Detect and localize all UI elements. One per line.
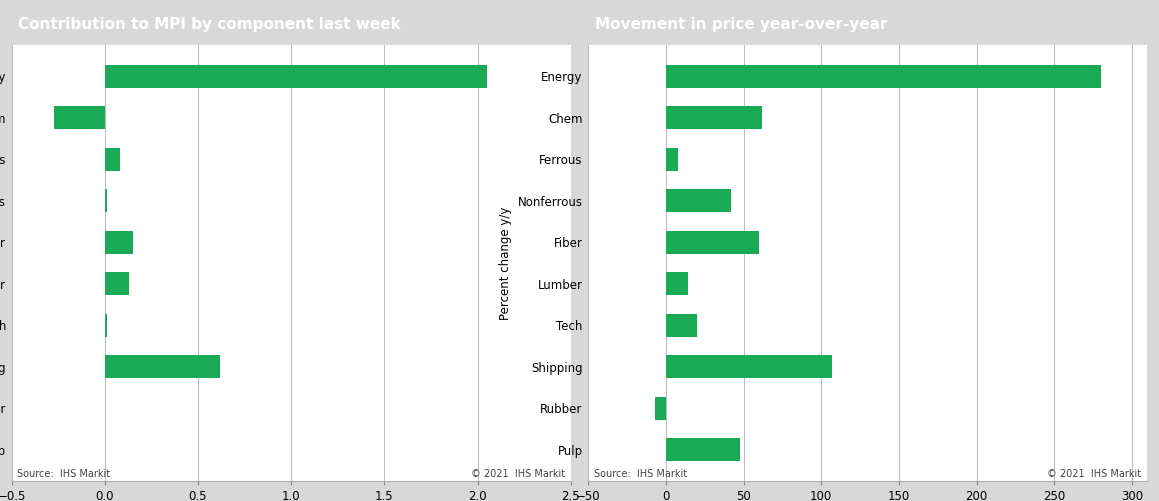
Text: © 2021  IHS Markit: © 2021 IHS Markit bbox=[1048, 469, 1142, 479]
Bar bbox=[666, 355, 832, 378]
Text: Movement in price year-over-year: Movement in price year-over-year bbox=[595, 18, 888, 32]
Text: Contribution to MPI by component last week: Contribution to MPI by component last we… bbox=[19, 18, 401, 32]
Bar bbox=[666, 106, 763, 129]
Bar bbox=[666, 273, 687, 295]
Bar bbox=[666, 148, 678, 171]
Text: Source:  IHS Markit: Source: IHS Markit bbox=[17, 469, 110, 479]
Bar bbox=[104, 148, 119, 171]
Bar bbox=[104, 65, 487, 88]
Bar bbox=[104, 314, 107, 337]
Bar bbox=[666, 314, 697, 337]
Text: Source:  IHS Markit: Source: IHS Markit bbox=[593, 469, 687, 479]
Bar bbox=[54, 106, 104, 129]
Text: © 2021  IHS Markit: © 2021 IHS Markit bbox=[471, 469, 566, 479]
Bar bbox=[104, 273, 129, 295]
Y-axis label: Percent change y/y: Percent change y/y bbox=[500, 206, 512, 320]
Bar bbox=[666, 438, 741, 461]
Bar bbox=[666, 189, 731, 212]
Bar bbox=[666, 231, 759, 254]
Bar bbox=[666, 65, 1101, 88]
Bar bbox=[104, 231, 133, 254]
Bar bbox=[104, 189, 107, 212]
Bar bbox=[104, 355, 220, 378]
Bar bbox=[655, 397, 666, 420]
